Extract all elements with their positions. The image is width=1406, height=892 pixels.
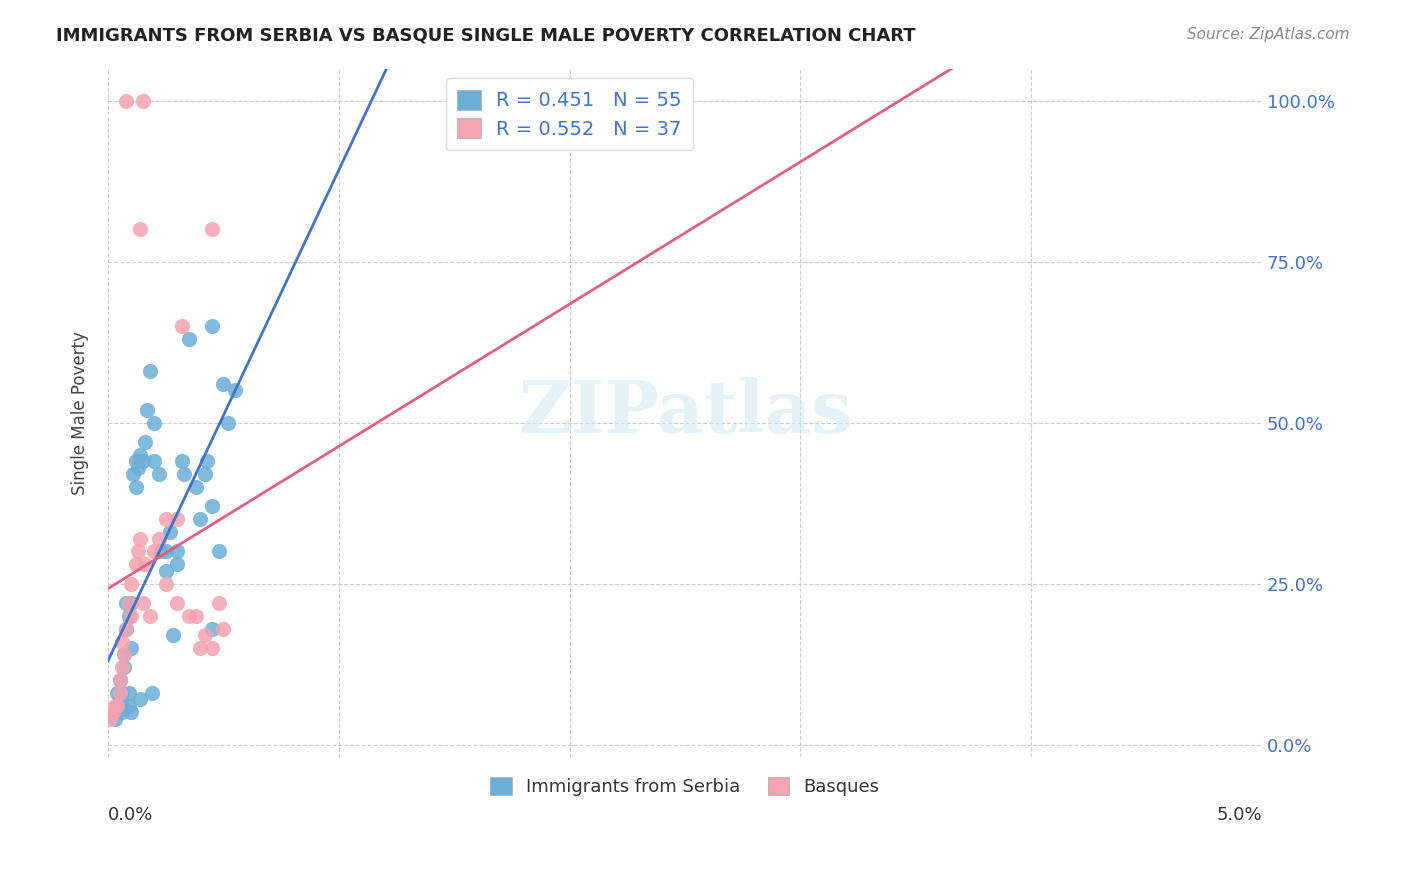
Point	[127, 544, 149, 558]
Point	[166, 558, 188, 572]
Point	[105, 698, 128, 713]
Point	[112, 660, 135, 674]
Point	[122, 467, 145, 482]
Point	[201, 640, 224, 655]
Point	[118, 596, 141, 610]
Point	[127, 460, 149, 475]
Point	[105, 686, 128, 700]
Point	[201, 319, 224, 334]
Point	[143, 544, 166, 558]
Point	[108, 673, 131, 687]
Point	[115, 622, 138, 636]
Point	[112, 648, 135, 662]
Point	[98, 712, 121, 726]
Point	[162, 628, 184, 642]
Point	[150, 544, 173, 558]
Point	[111, 706, 134, 720]
Point	[104, 698, 127, 713]
Point	[118, 608, 141, 623]
Point	[155, 576, 177, 591]
Point	[120, 576, 142, 591]
Point	[115, 596, 138, 610]
Point	[170, 454, 193, 468]
Point	[138, 608, 160, 623]
Point	[101, 706, 124, 720]
Point	[115, 94, 138, 108]
Point	[120, 706, 142, 720]
Point	[201, 222, 224, 236]
Point	[125, 454, 148, 468]
Point	[105, 698, 128, 713]
Point	[184, 608, 207, 623]
Point	[212, 622, 235, 636]
Legend: Immigrants from Serbia, Basques: Immigrants from Serbia, Basques	[482, 770, 887, 804]
Point	[166, 512, 188, 526]
Point	[155, 544, 177, 558]
Point	[201, 500, 224, 514]
Point	[120, 596, 142, 610]
Point	[129, 222, 152, 236]
Point	[111, 634, 134, 648]
Point	[108, 673, 131, 687]
Point	[208, 596, 231, 610]
Point	[177, 332, 200, 346]
Point	[134, 434, 156, 449]
Point	[173, 467, 195, 482]
Point	[129, 532, 152, 546]
Point	[131, 94, 153, 108]
Point	[104, 712, 127, 726]
Text: IMMIGRANTS FROM SERBIA VS BASQUE SINGLE MALE POVERTY CORRELATION CHART: IMMIGRANTS FROM SERBIA VS BASQUE SINGLE …	[56, 27, 915, 45]
Point	[148, 467, 170, 482]
Point	[208, 544, 231, 558]
Point	[120, 608, 142, 623]
Point	[129, 692, 152, 706]
Point	[143, 416, 166, 430]
Point	[131, 454, 153, 468]
Text: ZIPatlas: ZIPatlas	[517, 377, 852, 449]
Point	[112, 648, 135, 662]
Y-axis label: Single Male Poverty: Single Male Poverty	[72, 331, 89, 495]
Point	[118, 698, 141, 713]
Point	[125, 558, 148, 572]
Point	[155, 512, 177, 526]
Point	[115, 622, 138, 636]
Point	[143, 454, 166, 468]
Point	[212, 376, 235, 391]
Point	[129, 448, 152, 462]
Point	[120, 640, 142, 655]
Point	[111, 686, 134, 700]
Point	[101, 706, 124, 720]
Text: 0.0%: 0.0%	[108, 805, 153, 823]
Point	[224, 384, 246, 398]
Point	[217, 416, 239, 430]
Point	[138, 364, 160, 378]
Point	[166, 544, 188, 558]
Point	[159, 524, 181, 539]
Point	[194, 628, 217, 642]
Point	[141, 686, 163, 700]
Point	[136, 402, 159, 417]
Point	[188, 640, 211, 655]
Text: 5.0%: 5.0%	[1216, 805, 1263, 823]
Point	[118, 686, 141, 700]
Point	[108, 698, 131, 713]
Point	[148, 532, 170, 546]
Point	[108, 686, 131, 700]
Point	[166, 596, 188, 610]
Point	[131, 596, 153, 610]
Point	[108, 692, 131, 706]
Point	[201, 622, 224, 636]
Point	[170, 319, 193, 334]
Text: Source: ZipAtlas.com: Source: ZipAtlas.com	[1187, 27, 1350, 42]
Point	[111, 660, 134, 674]
Point	[111, 698, 134, 713]
Point	[194, 467, 217, 482]
Point	[195, 454, 218, 468]
Point	[134, 558, 156, 572]
Point	[177, 608, 200, 623]
Point	[184, 480, 207, 494]
Point	[155, 564, 177, 578]
Point	[125, 480, 148, 494]
Point	[188, 512, 211, 526]
